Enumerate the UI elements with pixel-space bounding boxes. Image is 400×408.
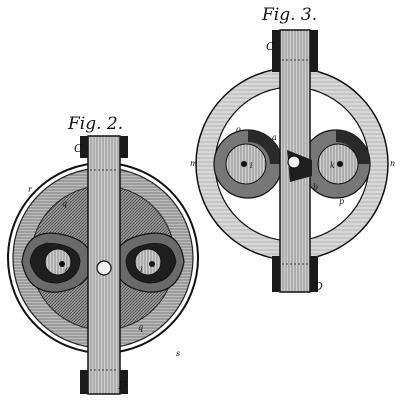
- figure-3: Fig. 3. C D m n: [190, 5, 395, 293]
- fig3-bar-bottom-cap: [272, 256, 280, 292]
- fig3-bar-top-cap: [272, 30, 280, 72]
- fig2-label-q-upper: q: [62, 199, 67, 208]
- fig3-center-pin: [287, 155, 301, 169]
- fig3-label-p: p: [339, 197, 344, 206]
- fig3-bar-bottom-cap-right: [310, 256, 318, 292]
- fig3-label-n: n: [390, 159, 395, 168]
- fig3-label-k: k: [330, 161, 335, 170]
- fig2-left-cam: [21, 232, 93, 293]
- fig3-label-i: i: [250, 161, 253, 170]
- fig2-title: Fig. 2.: [67, 114, 123, 134]
- fig2-bar-bottom-cap: [80, 370, 88, 394]
- fig2-label-c: C: [74, 142, 83, 155]
- fig3-title: Fig. 3.: [261, 5, 317, 25]
- fig2-label-s: s: [176, 349, 180, 358]
- fig3-label-c: C: [266, 40, 275, 53]
- fig2-center-pin: [96, 260, 112, 276]
- fig2-bar-top-cap-right: [120, 136, 128, 158]
- figure-2: Fig. 2. C D r s: [7, 114, 199, 395]
- fig3-label-o: o: [236, 125, 241, 134]
- fig3-label-a: a: [272, 133, 277, 142]
- fig3-bar-top-cap-right: [310, 30, 318, 72]
- fig2-label-a: a: [65, 265, 70, 274]
- fig2-right-cam: [113, 232, 185, 293]
- fig2-label-o: o: [44, 240, 49, 249]
- fig2-bar-bottom-cap-right: [120, 370, 128, 394]
- fig3-left-wheel: [213, 129, 283, 199]
- fig3-label-m: m: [190, 159, 198, 168]
- fig3-label-b: b: [313, 183, 318, 192]
- fig2-bar-top-cap: [80, 136, 88, 158]
- fig2-label-q-lower: q: [138, 323, 143, 332]
- fig2-label-d: D: [117, 379, 127, 392]
- fig2-label-i: i: [140, 265, 143, 274]
- fig3-right-wheel: [301, 129, 371, 199]
- fig3-label-d: D: [313, 280, 323, 293]
- fig2-label-r: r: [28, 185, 33, 194]
